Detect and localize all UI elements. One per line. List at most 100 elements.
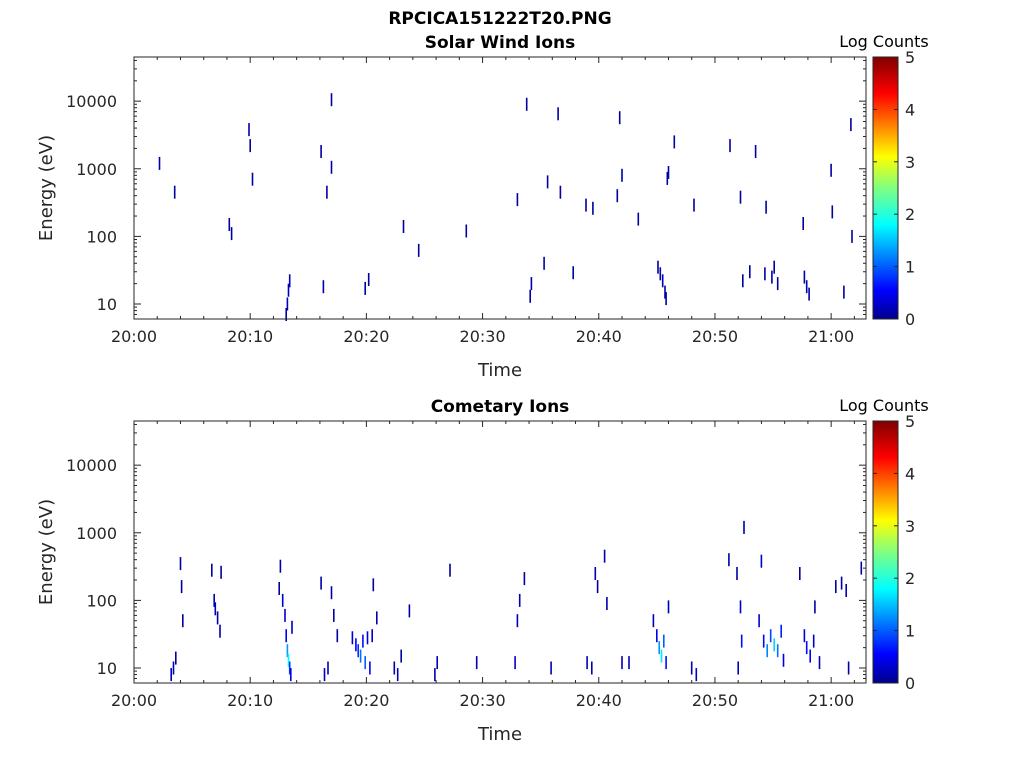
spectrogram-cell (616, 189, 619, 203)
x-tick-label: 20:20 (343, 327, 389, 346)
spectrogram-cell (749, 265, 751, 279)
x-tick-label: 20:40 (576, 691, 622, 710)
spectrogram-cell (773, 260, 775, 274)
x-axis-label: Time (477, 360, 522, 381)
colorbar-label: Log Counts (839, 32, 929, 51)
spectrogram-cell (782, 653, 785, 667)
colorbar-tick-label: 3 (905, 517, 915, 536)
spectrogram-cell (172, 661, 175, 675)
spectrogram-cell (351, 631, 354, 645)
spectrogram-cell (281, 593, 284, 607)
spectrogram-cell (219, 624, 221, 638)
x-tick-label: 20:50 (692, 691, 738, 710)
spectrogram-cell (765, 200, 767, 214)
spectrogram-cell (860, 561, 863, 575)
spectrogram-cell (330, 93, 333, 107)
spectrogram-cell (525, 97, 528, 111)
spectrogram-cell (803, 629, 806, 643)
colorbar-tick-label: 2 (905, 569, 915, 588)
spectrogram-cell (850, 118, 852, 132)
spectrogram-cell (592, 201, 594, 215)
y-axis-label: Energy (eV) (36, 499, 57, 605)
spectrogram-cell (333, 608, 335, 622)
spectrogram-cell (673, 135, 676, 149)
cometary-ions-panel: Cometary Ions 20:00 20:10 20:20 20:30 20:40 2… (36, 396, 929, 745)
spectrogram-cell (330, 586, 333, 600)
y-tick-label: 100 (86, 591, 117, 610)
colorbar-tick-label: 1 (905, 622, 915, 641)
x-tick-label: 20:50 (692, 327, 738, 346)
y-tick-label: 1000 (76, 160, 117, 179)
spectrogram-cell (449, 563, 451, 577)
spectrogram-cell (211, 563, 213, 577)
spectrogram-cell (572, 266, 574, 280)
spectrogram-cell (182, 614, 184, 628)
spectrogram-cell (514, 656, 516, 670)
spectrogram-cell (371, 629, 373, 643)
colorbar-tick-label: 0 (905, 310, 915, 329)
y-tick-label: 10000 (66, 456, 117, 475)
spectrogram-cell (288, 661, 291, 675)
spectrogram-cell (663, 634, 665, 648)
y-tick-label: 10000 (66, 92, 117, 111)
spectrogram-cell (287, 283, 290, 297)
spectrogram-cell (818, 656, 821, 670)
spectrogram-cell (285, 629, 287, 643)
spectrogram-cell (357, 644, 359, 658)
spectrogram-cell (586, 656, 588, 670)
spectrogram-cell (230, 227, 233, 241)
spectrogram-cell (516, 193, 519, 207)
spectrogram-cell (754, 145, 757, 158)
spectrogram-cell (465, 224, 468, 238)
spectrogram-cell (320, 145, 322, 158)
spectrogram-cell (803, 270, 806, 284)
x-tick-label: 21:00 (808, 327, 854, 346)
spectrogram-cell (320, 576, 322, 590)
spectrogram-cell (805, 280, 808, 294)
spectrogram-cell (695, 668, 698, 682)
spectrogram-cell (652, 614, 655, 628)
spectrogram-cell (776, 644, 779, 658)
spectrogram-cell (291, 620, 293, 634)
x-tick-label: 20:40 (576, 327, 622, 346)
spectrogram-cell (216, 611, 219, 625)
spectrogram-cell (814, 600, 816, 614)
colorbar-tick-label: 1 (905, 258, 915, 277)
spectrogram-cell (417, 243, 420, 257)
x-tick-label: 20:00 (111, 691, 157, 710)
colorbar-tick-label: 5 (905, 48, 915, 67)
spectrogram-cell (326, 185, 328, 199)
spectrogram-cell (618, 111, 621, 125)
spectrogram-cell (769, 629, 772, 643)
spectrogram-cell (659, 267, 662, 281)
spectrogram-cell (523, 572, 526, 586)
spectrogram-cell (628, 656, 630, 670)
x-axis-label: Time (477, 724, 522, 745)
spectrogram-cell (661, 274, 664, 288)
spectrogram-cell (831, 205, 834, 219)
spectrogram-cell (359, 649, 362, 663)
spectrogram-cell (214, 602, 217, 616)
colorbar-tick-label: 3 (905, 153, 915, 172)
x-tick-label: 20:30 (460, 691, 506, 710)
spectrogram-cell (288, 274, 291, 288)
spectrogram-cell (764, 267, 766, 281)
solar-wind-ions-panel: Solar Wind Ions 20:00 20:10 20:20 20:30 20:4… (36, 32, 929, 381)
spectrogram-cell (173, 185, 176, 199)
spectrogram-cell (220, 565, 222, 579)
spectrogram-cell (372, 578, 375, 592)
colorbar-tick-label: 5 (905, 412, 915, 431)
spectrogram-cell (330, 160, 333, 174)
spectrogram-cell (851, 229, 853, 243)
spectrogram-cell (400, 649, 402, 663)
colorbar-tick-label: 4 (905, 100, 915, 119)
spectrogram-cell (180, 580, 183, 594)
spectrogram-cell (402, 220, 405, 233)
colorbar-tick-label: 2 (905, 205, 915, 224)
spectrogram-cell (773, 638, 775, 652)
spectrogram-cell (657, 260, 659, 274)
spectrogram-cell (656, 629, 658, 643)
spectrogram-cell (805, 641, 808, 655)
spectrogram-cell (213, 593, 215, 607)
spectrogram-cell (175, 651, 177, 665)
